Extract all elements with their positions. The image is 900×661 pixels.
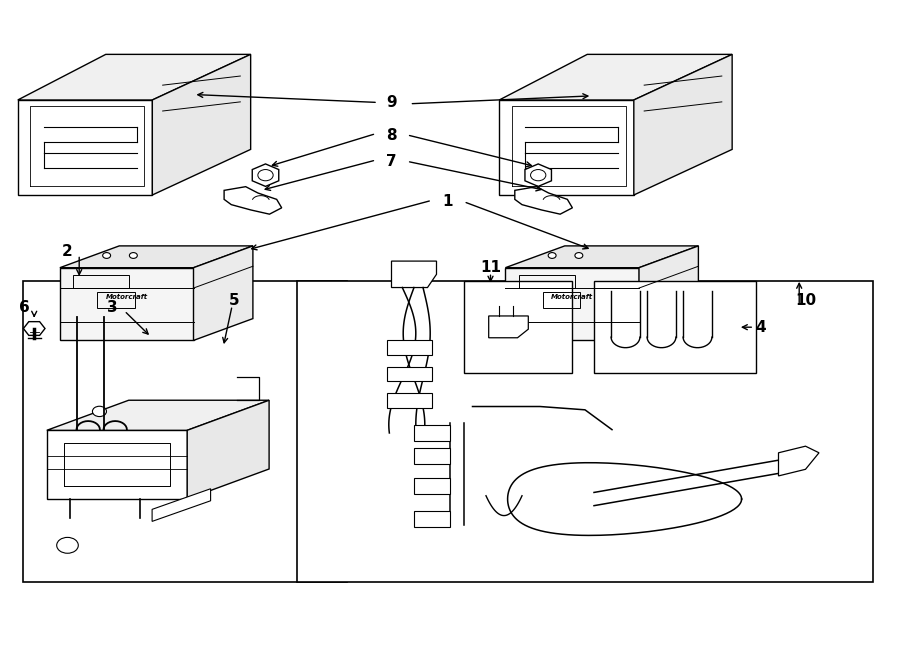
Circle shape [548,253,556,258]
Text: 8: 8 [386,128,397,143]
Text: 4: 4 [755,320,766,334]
Polygon shape [392,261,436,288]
Polygon shape [489,316,528,338]
Circle shape [575,253,583,258]
Circle shape [57,537,78,553]
Polygon shape [778,446,819,476]
Circle shape [103,253,111,258]
Text: 3: 3 [107,300,118,315]
Polygon shape [47,400,269,430]
Polygon shape [414,511,450,527]
FancyBboxPatch shape [387,367,432,381]
Polygon shape [224,186,282,214]
Polygon shape [152,54,250,195]
FancyBboxPatch shape [594,281,756,373]
FancyBboxPatch shape [22,281,346,582]
Text: 9: 9 [386,95,397,110]
Polygon shape [23,322,45,335]
Polygon shape [634,54,733,195]
Text: 2: 2 [62,244,73,258]
Text: 6: 6 [19,300,30,315]
Polygon shape [152,488,211,522]
Polygon shape [500,54,733,100]
Polygon shape [414,425,450,441]
Polygon shape [18,54,250,100]
FancyBboxPatch shape [464,281,572,373]
Text: 5: 5 [229,293,239,308]
Polygon shape [505,268,639,340]
FancyBboxPatch shape [297,281,873,582]
Text: 10: 10 [795,293,816,308]
Text: 11: 11 [480,260,501,275]
Polygon shape [505,246,698,268]
FancyBboxPatch shape [387,340,432,355]
Polygon shape [47,430,187,499]
Text: 1: 1 [442,194,453,209]
Circle shape [93,407,106,416]
Polygon shape [414,478,450,494]
Polygon shape [187,400,269,499]
Polygon shape [500,100,634,195]
Polygon shape [59,268,194,340]
Polygon shape [414,448,450,464]
Polygon shape [252,164,279,186]
Polygon shape [18,100,152,195]
Polygon shape [525,164,552,186]
Text: Motorcraft: Motorcraft [105,293,148,300]
Circle shape [130,253,138,258]
Text: Motorcraft: Motorcraft [551,293,593,300]
Polygon shape [194,246,253,340]
FancyBboxPatch shape [387,393,432,408]
Polygon shape [59,246,253,268]
Text: 7: 7 [386,155,397,169]
Polygon shape [515,186,572,214]
Polygon shape [639,246,698,340]
